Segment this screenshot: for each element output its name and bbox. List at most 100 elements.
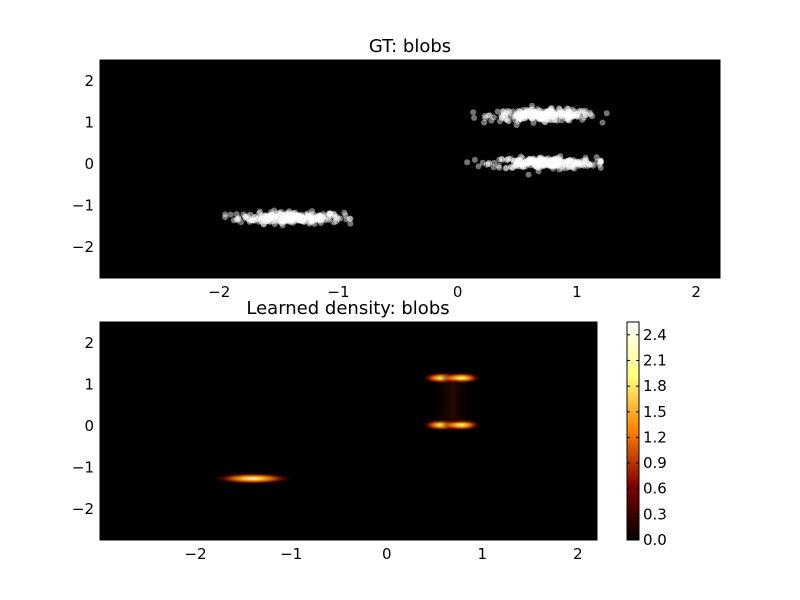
- x-tick-label: −1: [327, 283, 349, 301]
- scatter-point: [334, 213, 341, 220]
- scatter-point: [579, 116, 586, 123]
- scatter-point: [499, 115, 506, 122]
- scatter-point: [517, 112, 524, 119]
- scatter-point: [291, 217, 298, 224]
- scatter-point: [551, 117, 558, 124]
- scatter-point: [498, 113, 505, 120]
- scatter-point: [559, 163, 566, 170]
- scatter-point: [585, 159, 592, 166]
- scatter-point: [554, 161, 561, 168]
- scatter-point: [541, 111, 548, 118]
- scatter-point: [533, 109, 540, 116]
- scatter-point: [522, 163, 529, 170]
- scatter-point: [540, 111, 547, 118]
- scatter-point: [526, 109, 533, 116]
- scatter-point: [515, 116, 522, 123]
- scatter-point: [533, 160, 540, 167]
- x-tick-label: −2: [185, 545, 207, 563]
- scatter-point: [538, 114, 545, 121]
- scatter-point: [549, 163, 556, 170]
- scatter-point: [317, 212, 324, 219]
- scatter-point: [343, 216, 350, 223]
- scatter-point: [282, 214, 289, 221]
- scatter-point: [295, 212, 302, 219]
- scatter-point: [549, 113, 556, 120]
- scatter-point: [546, 110, 553, 117]
- scatter-point: [284, 213, 291, 220]
- scatter-point: [503, 164, 510, 171]
- scatter-point: [590, 162, 597, 169]
- scatter-point: [515, 107, 522, 114]
- scatter-point: [562, 114, 569, 121]
- scatter-point: [574, 160, 581, 167]
- scatter-point: [488, 117, 495, 124]
- scatter-point: [543, 111, 550, 118]
- scatter-point: [256, 218, 263, 225]
- y-tick-label: −2: [72, 500, 94, 518]
- scatter-point: [553, 161, 560, 168]
- scatter-point: [289, 217, 296, 224]
- scatter-point: [526, 160, 533, 167]
- scatter-point: [538, 158, 545, 165]
- scatter-point: [309, 216, 316, 223]
- scatter-point: [251, 214, 258, 221]
- scatter-point: [569, 160, 576, 167]
- scatter-point: [543, 158, 550, 165]
- scatter-point: [551, 157, 558, 164]
- scatter-point: [532, 110, 539, 117]
- scatter-point: [557, 156, 564, 163]
- scatter-point: [285, 216, 292, 223]
- scatter-point: [287, 215, 294, 222]
- scatter-point: [564, 158, 571, 165]
- scatter-point: [537, 156, 544, 163]
- scatter-point: [272, 216, 279, 223]
- scatter-point: [291, 213, 298, 220]
- scatter-point: [301, 218, 308, 225]
- y-tick-label: −1: [72, 196, 94, 214]
- scatter-point: [547, 160, 554, 167]
- scatter-point: [285, 209, 292, 216]
- scatter-point: [586, 109, 593, 116]
- scatter-point: [289, 213, 296, 220]
- scatter-point: [574, 113, 581, 120]
- scatter-point: [286, 213, 293, 220]
- scatter-point: [543, 109, 550, 116]
- scatter-point: [540, 162, 547, 169]
- scatter-point: [517, 115, 524, 122]
- scatter-point: [544, 159, 551, 166]
- scatter-point: [588, 161, 595, 168]
- scatter-point: [283, 216, 290, 223]
- scatter-point: [282, 217, 289, 224]
- scatter-point: [521, 113, 528, 120]
- scatter-point: [531, 160, 538, 167]
- scatter-point: [557, 153, 564, 160]
- scatter-point: [284, 216, 291, 223]
- scatter-point: [318, 214, 325, 221]
- scatter-point: [237, 219, 244, 226]
- scatter-point: [571, 159, 578, 166]
- scatter-point: [566, 108, 573, 115]
- scatter-point: [586, 161, 593, 168]
- scatter-point: [316, 215, 323, 222]
- scatter-point: [560, 108, 567, 115]
- scatter-point: [536, 159, 543, 166]
- scatter-point: [292, 209, 299, 216]
- scatter-point: [593, 154, 600, 161]
- scatter-point: [298, 213, 305, 220]
- scatter-point: [545, 111, 552, 118]
- scatter-point: [501, 111, 508, 118]
- scatter-point: [556, 106, 563, 113]
- scatter-point: [557, 109, 564, 116]
- scatter-point: [471, 114, 478, 121]
- scatter-point: [578, 160, 585, 167]
- scatter-point: [545, 159, 552, 166]
- scatter-point: [567, 162, 574, 169]
- scatter-point: [540, 161, 547, 168]
- scatter-point: [342, 212, 349, 219]
- scatter-point: [573, 160, 580, 167]
- colorbar-gradient: [626, 321, 640, 541]
- scatter-point: [483, 161, 490, 168]
- scatter-point: [528, 109, 535, 116]
- scatter-point: [313, 213, 320, 220]
- scatter-point: [222, 211, 229, 218]
